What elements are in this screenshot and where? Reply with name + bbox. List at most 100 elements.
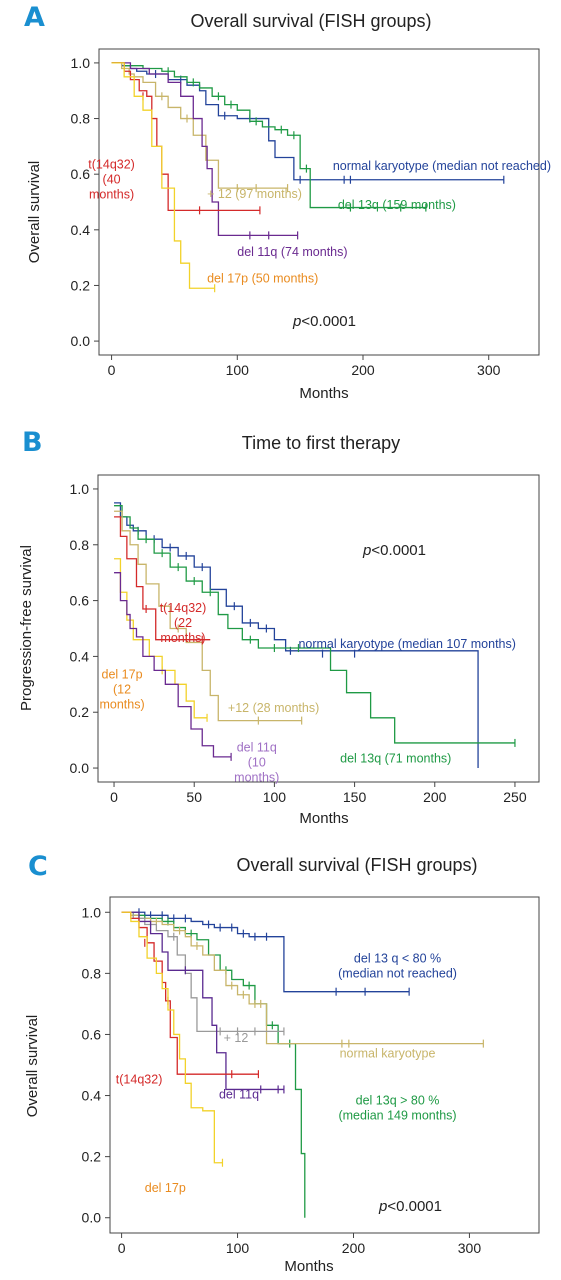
y-tick-label-b-4: 0.8: [70, 537, 90, 553]
plot-frame-a: [98, 48, 540, 356]
x-tick-label-c-100: 100: [226, 1240, 250, 1256]
curve-label-del-13q-71-months: del 13q (71 months): [340, 751, 451, 765]
km-curve-del-13q-71-months: [114, 505, 515, 744]
x-tick-label-b-200: 200: [423, 789, 447, 805]
series-del-11q-74-months: [111, 62, 299, 240]
curve-label-del-11q: del 11q: [219, 1088, 259, 1102]
survival-curves-a: [111, 62, 505, 293]
y-tick-label-b-1: 0.2: [70, 704, 90, 720]
km-curve-12: [121, 911, 284, 1033]
series-del-13q-159-months: [111, 62, 427, 212]
series-12-28-months: [114, 510, 303, 725]
curve-label-12: + 12: [224, 1031, 249, 1045]
x-tick-label-c-0: 0: [118, 1240, 126, 1256]
curve-label-del-13q-159-months: del 13q (159 months): [338, 198, 456, 212]
curve-label-normal-karyotype: normal karyotype: [340, 1046, 436, 1060]
plot-frame-b: [97, 474, 540, 783]
curve-label-del-17p-50-months: del 17p (50 months): [207, 272, 318, 286]
y-tick-label-b-3: 0.6: [70, 593, 90, 609]
km-curve-del-17p-50-months: [111, 62, 215, 289]
curve-label-t-14q32: t(14q32) (40 months): [88, 158, 135, 202]
km-curve-t-14q32-22-months: [114, 516, 211, 641]
x-tick-label-b-250: 250: [503, 789, 527, 805]
curve-label-del-13-q-80: del 13 q < 80 % (median not reached): [338, 952, 457, 981]
curve-label-del-17p: del 17p: [145, 1181, 186, 1195]
km-curve-del-17p: [121, 911, 223, 1164]
curve-labels-b: normal karyotype (median 107 months) del …: [99, 601, 515, 785]
x-tick-label-c-300: 300: [458, 1240, 482, 1256]
km-curve-12-28-months: [114, 510, 302, 722]
curve-label-normal-karyotype-median-107-months: normal karyotype (median 107 months): [298, 637, 515, 651]
x-tick-label-b-50: 50: [186, 789, 202, 805]
curve-label-del-11q-74-months: del 11q (74 months): [237, 245, 347, 259]
x-tick-label-c-200: 200: [342, 1240, 366, 1256]
axis-ticks-b: 0 50 100 150 200 250 0.0 0.2 0.4 0.6 0.8 1.0: [70, 481, 527, 805]
km-curve-del-11q-74-months: [111, 62, 298, 237]
panel-a: A Overall survival (FISH groups) Months …: [24, 2, 551, 402]
y-tick-label-c-4: 0.8: [82, 965, 102, 981]
y-tick-label-c-5: 1.0: [82, 904, 102, 920]
curve-labels-a: normal karyotype (median not reached) del…: [88, 158, 551, 286]
km-curve-12-97-months: [111, 62, 288, 189]
y-tick-label-a-4: 0.8: [71, 111, 91, 127]
x-axis-label-b: Months: [299, 810, 348, 827]
p-value-c: p<0.0001: [378, 1198, 442, 1215]
curve-label-del-13q-80: del 13q > 80 % (median 149 months): [338, 1094, 456, 1123]
axis-ticks-a: 0 100 200 300 0.0 0.2 0.4 0.6 0.8 1.0: [71, 55, 501, 378]
y-tick-label-a-2: 0.4: [71, 222, 91, 238]
series-12-97-months: [111, 62, 289, 193]
survival-curves-b: [114, 502, 516, 769]
x-tick-label-b-0: 0: [110, 789, 118, 805]
y-tick-label-c-0: 0.0: [82, 1210, 102, 1226]
x-tick-label-a-300: 300: [477, 362, 501, 378]
km-curve-del-11q: [121, 911, 284, 1091]
panel-label-a: A: [24, 2, 45, 33]
curve-label-del-11q: del 11q (10 months): [234, 740, 279, 784]
curve-label-12-97-months: + 12 (97 months): [207, 187, 302, 201]
series-del-11q-10-months: [114, 572, 232, 761]
panel-c: C Overall survival (FISH groups) Months …: [24, 851, 540, 1275]
x-axis-label-a: Months: [299, 385, 348, 402]
series-del-13q-71-months: [114, 505, 516, 747]
y-tick-label-b-0: 0.0: [70, 760, 90, 776]
curve-label-t-14q32: t(14q32): [116, 1072, 163, 1086]
x-tick-label-a-200: 200: [351, 362, 375, 378]
y-tick-label-c-1: 0.2: [82, 1149, 102, 1165]
curve-label-t-14q32: t(14q32) (22 months): [160, 601, 207, 645]
series-t-14q32-22-months: [114, 516, 211, 644]
curve-label-normal-karyotype-median-not-reached: normal karyotype (median not reached): [333, 159, 551, 173]
y-axis-label-c: Overall survival: [24, 1015, 41, 1118]
x-tick-label-b-100: 100: [263, 789, 287, 805]
km-curve-t-14q32-40-months: [111, 62, 260, 211]
y-tick-label-a-5: 1.0: [71, 55, 91, 71]
series-del-17p: [121, 911, 224, 1167]
series-del-11q: [121, 911, 285, 1094]
y-tick-label-a-0: 0.0: [71, 333, 91, 349]
chart-title-c: Overall survival (FISH groups): [236, 855, 477, 875]
x-tick-label-b-150: 150: [343, 789, 367, 805]
x-tick-label-a-100: 100: [226, 362, 250, 378]
km-curve-t-14q32: [121, 911, 259, 1075]
survival-curves-c: [121, 908, 484, 1218]
y-tick-label-a-1: 0.2: [71, 277, 91, 293]
chart-title-b: Time to first therapy: [242, 433, 400, 453]
km-curve-del-13q-159-months: [111, 62, 426, 209]
y-tick-label-c-2: 0.4: [82, 1088, 102, 1104]
x-axis-label-c: Months: [284, 1258, 333, 1275]
curve-label-12-28-months: +12 (28 months): [228, 701, 319, 715]
y-axis-label-a: Overall survival: [26, 161, 43, 264]
panel-b: B Time to first therapy Months Progressi…: [18, 427, 540, 827]
y-axis-label-b: Progression-free survival: [18, 545, 35, 711]
km-curve-del-11q-10-months: [114, 572, 232, 758]
plot-frame-c: [109, 896, 540, 1234]
y-tick-label-c-3: 0.6: [82, 1026, 102, 1042]
y-tick-label-b-5: 1.0: [70, 481, 90, 497]
p-value-b: p<0.0001: [362, 542, 426, 559]
panel-label-b: B: [22, 427, 43, 458]
p-value-a: p<0.0001: [292, 313, 356, 330]
y-tick-label-a-3: 0.6: [71, 166, 91, 182]
curve-labels-c: del 13 q < 80 % (median not reached) del 1…: [116, 952, 457, 1195]
chart-title-a: Overall survival (FISH groups): [190, 11, 431, 31]
curve-label-del-17p: del 17p (12 months): [99, 668, 144, 712]
